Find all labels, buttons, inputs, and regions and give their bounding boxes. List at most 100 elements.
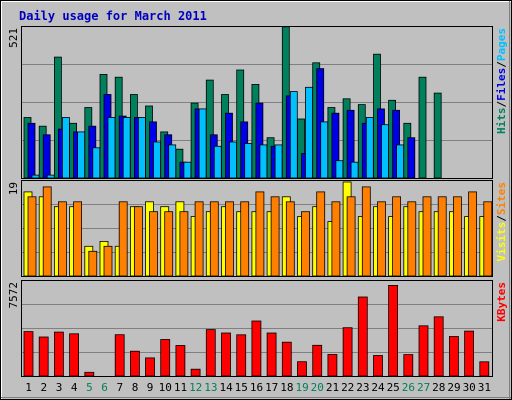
bar-pages-day-10 (168, 144, 177, 179)
day-label-8: 8 (132, 381, 139, 394)
bar-kbytes-day-30 (464, 330, 475, 377)
bar-sites-day-31 (483, 201, 493, 277)
bar-pages-day-4 (77, 131, 85, 179)
bar-kbytes-day-23 (357, 296, 368, 377)
bar-sites-day-20 (316, 191, 326, 277)
bar-sites-day-24 (377, 201, 386, 277)
bar-files-day-1 (27, 122, 36, 179)
panel-max-label: 19 (7, 182, 20, 195)
day-label-2: 2 (40, 381, 47, 394)
series-label-: / (495, 101, 508, 108)
bar-sites-day-3 (58, 201, 67, 277)
bar-pages-day-19 (305, 86, 313, 179)
day-label-31: 31 (478, 381, 491, 394)
day-label-20: 20 (311, 381, 324, 394)
bar-files-day-2 (42, 134, 51, 179)
bar-files-day-22 (346, 109, 355, 179)
day-label-13: 13 (204, 381, 217, 394)
day-label-28: 28 (432, 381, 445, 394)
day-axis-labels: 1 2 3 4 5 6 7 8 9 10 11 12 13 14 15 16 17 18 19 20 21 22 23 24 2… (25, 381, 491, 394)
bar-kbytes-day-21 (327, 354, 338, 377)
bar-files-day-16 (255, 102, 264, 179)
bar-pages-day-18 (289, 91, 298, 179)
bar-pages-day-17 (274, 144, 283, 179)
bar-kbytes-day-14 (221, 332, 231, 377)
bar-pages-day-12 (198, 108, 207, 179)
bar-kbytes-day-20 (312, 344, 323, 377)
bar-pages-day-15 (244, 143, 253, 179)
series-label-pages: Pages (495, 28, 508, 61)
bar-kbytes-day-12 (190, 368, 201, 377)
bar-sites-day-17 (270, 196, 280, 277)
panel-series-label: KBytes (495, 282, 508, 322)
series-label-kbytes: KBytes (495, 282, 508, 322)
bar-sites-day-11 (179, 211, 189, 277)
bar-kbytes-day-7 (114, 334, 125, 377)
bar-kbytes-day-28 (433, 316, 444, 377)
bar-kbytes-day-11 (175, 345, 186, 377)
bar-sites-day-16 (255, 191, 265, 277)
bar-pages-day-24 (381, 124, 389, 179)
bar-sites-day-25 (392, 196, 402, 277)
panel-2: 19 Visits/Sites (7, 180, 508, 277)
day-label-18: 18 (280, 381, 293, 394)
series-label-files: Files (495, 68, 508, 101)
bar-files-day-25 (392, 109, 401, 179)
bar-kbytes-day-13 (205, 329, 216, 377)
bar-kbytes-day-5 (84, 371, 95, 377)
day-label-7: 7 (116, 381, 123, 394)
series-label-visits: Visits (495, 222, 508, 262)
bar-sites-day-18 (285, 201, 295, 277)
chart-title: Daily usage for March 2011 (19, 9, 207, 23)
bar-sites-day-12 (194, 201, 204, 277)
bar-pages-day-23 (365, 117, 374, 179)
bar-kbytes-day-29 (448, 336, 459, 377)
bar-kbytes-day-10 (160, 339, 171, 377)
day-label-26: 26 (402, 381, 415, 394)
bar-sites-day-29 (452, 196, 462, 277)
bar-pages-day-9 (153, 141, 161, 179)
bar-pages-day-21 (335, 160, 344, 179)
bar-kbytes-day-15 (236, 334, 247, 377)
bar-pages-day-7 (122, 117, 131, 179)
day-label-4: 4 (71, 381, 78, 394)
bar-sites-day-19 (301, 211, 310, 277)
day-label-22: 22 (341, 381, 354, 394)
bar-files-day-26 (407, 137, 416, 179)
bar-kbytes-day-27 (418, 325, 429, 377)
bar-sites-day-8 (133, 206, 143, 277)
bar-pages-day-22 (350, 161, 359, 179)
day-label-21: 21 (326, 381, 339, 394)
series-label-sites: Sites (495, 182, 508, 215)
day-label-23: 23 (356, 381, 369, 394)
panel-series-label: Visits/Sites (495, 182, 508, 262)
series-label-: / (495, 215, 508, 222)
bar-sites-day-23 (361, 186, 371, 277)
panel-max-label: 521 (7, 28, 20, 48)
bar-sites-day-27 (422, 196, 432, 277)
bar-pages-day-5 (92, 147, 101, 179)
day-label-9: 9 (147, 381, 154, 394)
bar-sites-day-7 (118, 201, 128, 277)
day-label-15: 15 (235, 381, 248, 394)
bar-kbytes-day-18 (281, 341, 292, 377)
bar-kbytes-day-19 (297, 361, 307, 377)
bar-kbytes-day-2 (38, 336, 49, 377)
bar-hits-day-28 (433, 92, 442, 179)
bar-pages-day-25 (396, 144, 405, 179)
bar-hits-day-27 (418, 76, 427, 179)
day-label-17: 17 (265, 381, 278, 394)
bar-kbytes-day-9 (145, 357, 155, 377)
bar-pages-day-8 (137, 117, 146, 179)
day-label-11: 11 (174, 381, 187, 394)
bar-sites-day-22 (346, 196, 356, 277)
day-label-14: 14 (219, 381, 233, 394)
day-label-30: 30 (463, 381, 476, 394)
bar-sites-day-30 (468, 191, 478, 277)
bar-sites-day-6 (103, 245, 113, 277)
bar-kbytes-day-24 (373, 355, 383, 377)
series-label-hits: Hits (495, 108, 508, 135)
bar-sites-day-26 (407, 201, 417, 277)
day-label-6: 6 (101, 381, 108, 394)
